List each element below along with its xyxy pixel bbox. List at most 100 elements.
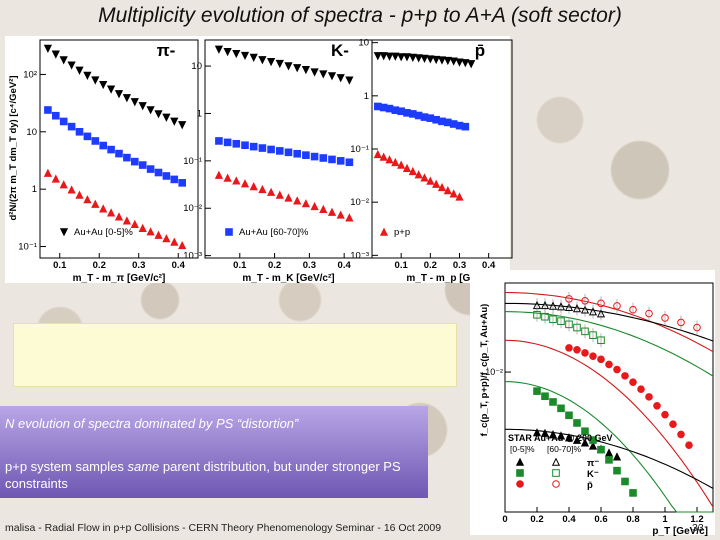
spectra-pion-central-point xyxy=(178,121,187,130)
spectra-kaon-pp-point xyxy=(319,204,328,213)
ratio-pi-central-point xyxy=(532,428,542,437)
ratio-k-peripheral-point xyxy=(541,312,549,321)
ratio-legend-header-peripheral: [60-70]% xyxy=(547,444,581,454)
spectra-pion-pp-point xyxy=(122,216,132,225)
spectra-kaon-central-point xyxy=(284,62,293,71)
ratio-fit-red-upper xyxy=(504,291,714,353)
spectra-pion-ytick-label: 1 xyxy=(32,184,37,195)
spectra-kaon-ytick-label: 1 xyxy=(197,108,202,119)
spectra-pion-central-point xyxy=(91,76,100,85)
spectra-pion-peripheral-point xyxy=(67,122,76,131)
ratio-legend-marker-central xyxy=(515,457,525,466)
spectra-pion-peripheral-point xyxy=(83,132,92,141)
ratio-legend-species: p̄ xyxy=(587,480,593,491)
spectra-pion-pp-point xyxy=(162,234,171,243)
spectra-kaon-peripheral-point xyxy=(223,138,232,147)
spectra-pion-central-point xyxy=(67,61,76,70)
spectra-antiproton-ytick-label: 10 xyxy=(358,38,369,49)
spectra-antiproton-central-point xyxy=(449,57,458,66)
spectra-antiproton-xtick-label: 0.4 xyxy=(482,260,496,271)
spectra-antiproton-central-point xyxy=(461,59,470,68)
spectra-pion-peripheral-point xyxy=(115,149,123,158)
spectra-pion-pp-point xyxy=(170,237,179,246)
ratio-pbar-central-point xyxy=(613,365,621,374)
spectra-pion-peripheral-point xyxy=(131,157,139,166)
spectra-kaon-central-point xyxy=(310,68,319,77)
spectra-pion-pp-point xyxy=(146,227,155,236)
spectra-antiproton-pp-point xyxy=(397,160,406,169)
spectra-antiproton-pp-point xyxy=(426,176,435,185)
ratio-legend-marker-peripheral xyxy=(551,457,561,466)
spectra-kaon-pp-point xyxy=(284,193,293,202)
spectra-kaon-ytick-label: 10⁻¹ xyxy=(183,156,202,167)
spectra-kaon-ytick-label: 10 xyxy=(191,61,202,72)
callout-line-2: p+p system samples same parent distribut… xyxy=(5,458,405,492)
spectra-pion-xlabel: m_T - m_π [GeV/c²] xyxy=(73,273,166,284)
spectra-antiproton-pp-point xyxy=(437,182,447,192)
spectra-antiproton-central-point xyxy=(414,54,423,63)
spectra-kaon-peripheral-point xyxy=(276,147,284,155)
ratio-xtick-label: 0.6 xyxy=(594,514,607,525)
spectra-pion-peripheral-point xyxy=(107,145,115,154)
ratio-pbar-central-point xyxy=(653,401,661,410)
spectra-pion-pp-point xyxy=(178,240,187,250)
spectra-kaon-central-point xyxy=(275,59,284,69)
ratio-legend-title: STAR Au+Au @ 200 GeV xyxy=(508,433,613,443)
spectra-pion-pp-point xyxy=(106,208,116,217)
spectra-kaon-label: K- xyxy=(331,41,349,60)
spectra-pion-pp-point xyxy=(114,212,124,221)
ratio-pbar-central-point xyxy=(565,344,573,352)
spectra-pion-peripheral-point xyxy=(170,175,179,184)
spectra-kaon-ytick-label: 10⁻³ xyxy=(183,251,202,262)
ratio-fit-green-upper xyxy=(504,311,714,377)
spectra-kaon-central-point xyxy=(336,74,345,83)
ratio-pi-peripheral-point xyxy=(572,304,582,313)
spectra-kaon-pp-point xyxy=(336,210,345,219)
spectra-kaon-pp-point xyxy=(310,201,319,211)
spectra-kaon-pp-point xyxy=(345,213,354,222)
spectra-pion-peripheral-point xyxy=(44,106,52,114)
spectra-pion-peripheral-point xyxy=(52,111,60,120)
spectra-pion-pp-point xyxy=(99,204,108,213)
spectra-kaon-xlabel: m_T - m_K [GeV/c²] xyxy=(242,273,334,284)
spectra-pion-pp-point xyxy=(91,199,100,208)
ratio-ylabel: f_c(p_T, p+p)/f_c(p_T, Au+Au) xyxy=(479,304,490,437)
ratio-pi-central-point xyxy=(540,428,550,437)
ratio-pbar-central-point xyxy=(685,441,693,450)
spectra-antiproton-ytick-label: 10⁻¹ xyxy=(350,144,369,155)
ratio-legend-marker-central xyxy=(516,480,524,488)
ratio-k-central-point xyxy=(533,387,541,395)
ratio-pi-peripheral-point xyxy=(580,305,590,314)
ratio-k-central-point xyxy=(541,392,549,401)
spectra-antiproton-central-point xyxy=(432,55,441,65)
ratio-pbar-central-point xyxy=(645,393,653,401)
spectra-pion-pp-point xyxy=(75,190,84,199)
highlight-box xyxy=(13,323,457,387)
spectra-pion-central-point xyxy=(114,90,124,99)
ratio-pi-peripheral-point xyxy=(556,302,566,311)
spectra-kaon-pp-point xyxy=(214,170,224,179)
ratio-frame xyxy=(504,282,714,513)
spectra-antiproton-xtick-label: 0.3 xyxy=(453,260,466,271)
spectra-pion-legend-marker xyxy=(59,228,69,237)
slide-title: Multiplicity evolution of spectra - p+p … xyxy=(98,4,622,27)
ratio-pbar-central-point xyxy=(669,420,677,429)
slide-footer: malisa - Radial Flow in p+p Collisions -… xyxy=(5,522,442,534)
ratio-xtick-label: 0.4 xyxy=(562,514,576,525)
spectra-kaon-pp-point xyxy=(275,190,284,199)
spectra-antiproton-xtick-label: 0.1 xyxy=(395,260,409,271)
spectra-pion-peripheral-point xyxy=(154,168,163,177)
ratio-pi-peripheral-point xyxy=(540,300,550,310)
spectra-kaon-peripheral-point xyxy=(258,144,267,152)
ratio-fit-green-lower xyxy=(504,381,713,513)
spectra-kaon-central-point xyxy=(232,49,241,59)
spectra-kaon-peripheral-point xyxy=(345,158,354,167)
spectra-kaon-central-point xyxy=(249,53,258,62)
ratio-pi-peripheral-point xyxy=(588,307,598,316)
ratio-k-peripheral-point xyxy=(581,327,589,336)
ratio-k-central-point xyxy=(581,427,589,436)
callout-line-2-b: parent distribution, but under stronger … xyxy=(5,459,401,491)
ratio-pi-peripheral-point xyxy=(548,301,558,310)
ratio-legend-species: K⁻ xyxy=(587,469,599,480)
ratio-k-central-point xyxy=(613,466,621,475)
